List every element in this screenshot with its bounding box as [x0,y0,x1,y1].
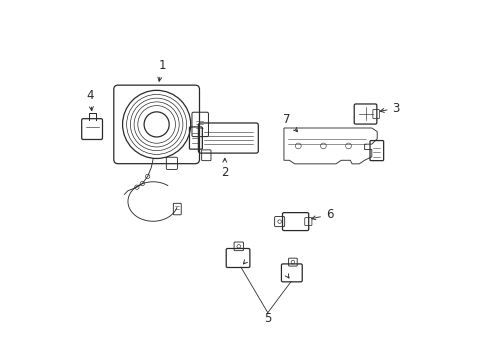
Text: 1: 1 [158,59,165,81]
Text: 6: 6 [311,208,333,221]
Text: 4: 4 [86,89,94,111]
Text: 3: 3 [379,102,399,115]
Text: 5: 5 [264,311,271,325]
Text: 2: 2 [221,158,228,179]
Text: 7: 7 [283,113,297,132]
